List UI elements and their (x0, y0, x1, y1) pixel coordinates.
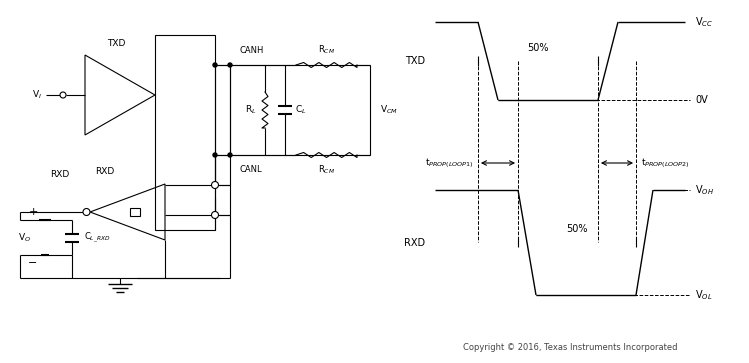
Text: CANH: CANH (240, 46, 264, 55)
Text: C$_{L\_RXD}$: C$_{L\_RXD}$ (84, 230, 110, 245)
Text: R$_{CM}$: R$_{CM}$ (318, 164, 335, 176)
Text: R$_{CM}$: R$_{CM}$ (318, 44, 335, 56)
Circle shape (83, 208, 90, 216)
Circle shape (228, 63, 232, 67)
Text: Copyright © 2016, Texas Instruments Incorporated: Copyright © 2016, Texas Instruments Inco… (463, 343, 677, 352)
Text: 0V: 0V (695, 95, 708, 105)
Text: t$_{PROP(LOOP2)}$: t$_{PROP(LOOP2)}$ (641, 156, 689, 170)
Circle shape (211, 212, 219, 219)
Text: 50%: 50% (527, 43, 549, 53)
Text: C$_L$: C$_L$ (295, 104, 306, 116)
Text: RXD: RXD (95, 167, 115, 176)
Text: 50%: 50% (566, 224, 588, 234)
Text: V$_I$: V$_I$ (32, 89, 42, 101)
Text: V$_{CC}$: V$_{CC}$ (695, 15, 713, 29)
Text: V$_O$: V$_O$ (18, 231, 31, 244)
Circle shape (211, 182, 219, 188)
Bar (130, 208, 140, 216)
Bar (155, 35, 215, 230)
Circle shape (213, 153, 217, 157)
Circle shape (60, 92, 66, 98)
Text: V$_{CM}$: V$_{CM}$ (380, 104, 398, 116)
Text: TXD: TXD (107, 39, 126, 48)
Text: −: − (28, 258, 37, 268)
Circle shape (228, 153, 232, 157)
Text: TXD: TXD (405, 56, 425, 66)
Text: +: + (28, 207, 37, 217)
Text: V$_{OH}$: V$_{OH}$ (695, 183, 714, 197)
Circle shape (213, 63, 217, 67)
Text: R$_L$: R$_L$ (246, 104, 257, 116)
Text: t$_{PROP(LOOP1)}$: t$_{PROP(LOOP1)}$ (425, 156, 473, 170)
Text: RXD: RXD (50, 170, 70, 179)
Text: V$_{OL}$: V$_{OL}$ (695, 288, 712, 302)
Text: CANL: CANL (240, 165, 263, 174)
Text: RXD: RXD (404, 237, 425, 248)
